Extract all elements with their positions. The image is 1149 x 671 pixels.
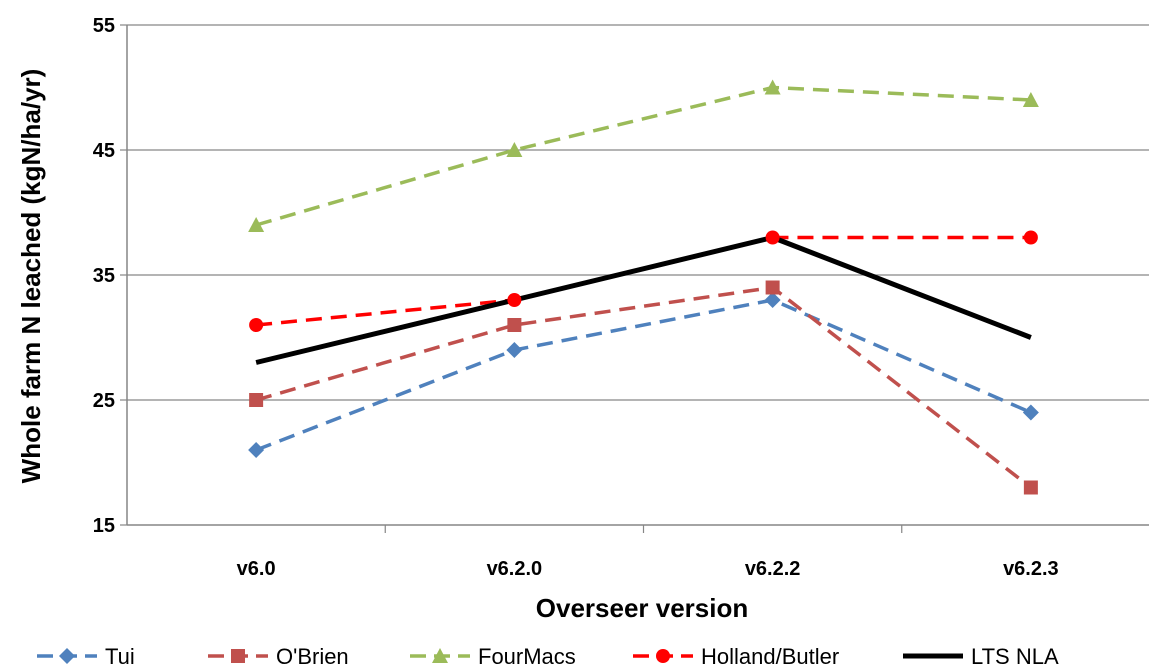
y-axis-title: Whole farm N leached (kgN/ha/yr) xyxy=(16,69,46,484)
data-point-marker xyxy=(764,79,781,95)
axes xyxy=(126,25,1149,526)
data-point-marker xyxy=(249,318,264,332)
data-point-marker xyxy=(1023,480,1038,495)
series-line-o-brien xyxy=(255,285,1032,489)
legend-item: O'Brien xyxy=(208,644,349,669)
data-point-marker xyxy=(506,342,523,358)
legend-item: Tui xyxy=(37,644,135,669)
legend: Tui O'Brien FourMacs Holland/Butler LTS NLA xyxy=(37,644,1059,669)
legend-label: Tui xyxy=(105,644,135,669)
legend-label: Holland/Butler xyxy=(701,644,839,669)
data-point-marker xyxy=(248,217,265,232)
data-point-marker xyxy=(248,442,265,458)
data-point-marker xyxy=(764,292,781,308)
x-tick-labels: v6.0 v6.2.0 v6.2.2 v6.2.3 xyxy=(237,558,1059,580)
data-point-marker xyxy=(1022,404,1039,421)
y-tick-label: 25 xyxy=(93,390,115,412)
legend-label: LTS NLA xyxy=(971,644,1059,669)
legend-marker xyxy=(59,648,75,664)
legend-item: Holland/Butler xyxy=(633,644,839,669)
x-tick-label: v6.2.3 xyxy=(1003,558,1059,580)
data-point-marker xyxy=(765,280,780,295)
data-point-marker xyxy=(507,318,522,332)
x-tick-label: v6.2.2 xyxy=(745,558,801,580)
data-point-marker xyxy=(506,142,523,157)
data-point-marker xyxy=(1022,92,1039,107)
legend-marker xyxy=(432,648,448,663)
legend-item: LTS NLA xyxy=(903,644,1059,669)
x-axis-title: Overseer version xyxy=(536,593,748,623)
y-tick-label: 45 xyxy=(93,140,115,162)
series-markers xyxy=(248,79,1039,495)
y-tick-labels: 15 25 35 45 55 xyxy=(93,15,115,537)
x-tick-label: v6.0 xyxy=(237,558,276,580)
y-tick-label: 55 xyxy=(93,15,115,37)
legend-marker xyxy=(231,649,245,663)
data-point-marker xyxy=(1023,230,1038,245)
legend-marker xyxy=(656,649,670,663)
gridlines xyxy=(120,24,1149,533)
series-lines xyxy=(255,85,1032,489)
y-tick-label: 15 xyxy=(93,515,115,537)
data-point-marker xyxy=(249,393,264,407)
series-line-holland-butler xyxy=(255,235,1031,327)
y-tick-label: 35 xyxy=(93,265,115,287)
data-point-marker xyxy=(507,293,522,307)
legend-item: FourMacs xyxy=(410,644,576,669)
legend-label: O'Brien xyxy=(276,644,349,669)
data-point-marker xyxy=(765,230,780,245)
legend-label: FourMacs xyxy=(478,644,576,669)
x-tick-label: v6.2.0 xyxy=(487,558,543,580)
series-line-tui xyxy=(255,298,1032,452)
series-line-lts-nla xyxy=(255,235,1032,365)
series-line-fourmacs xyxy=(255,85,1031,227)
